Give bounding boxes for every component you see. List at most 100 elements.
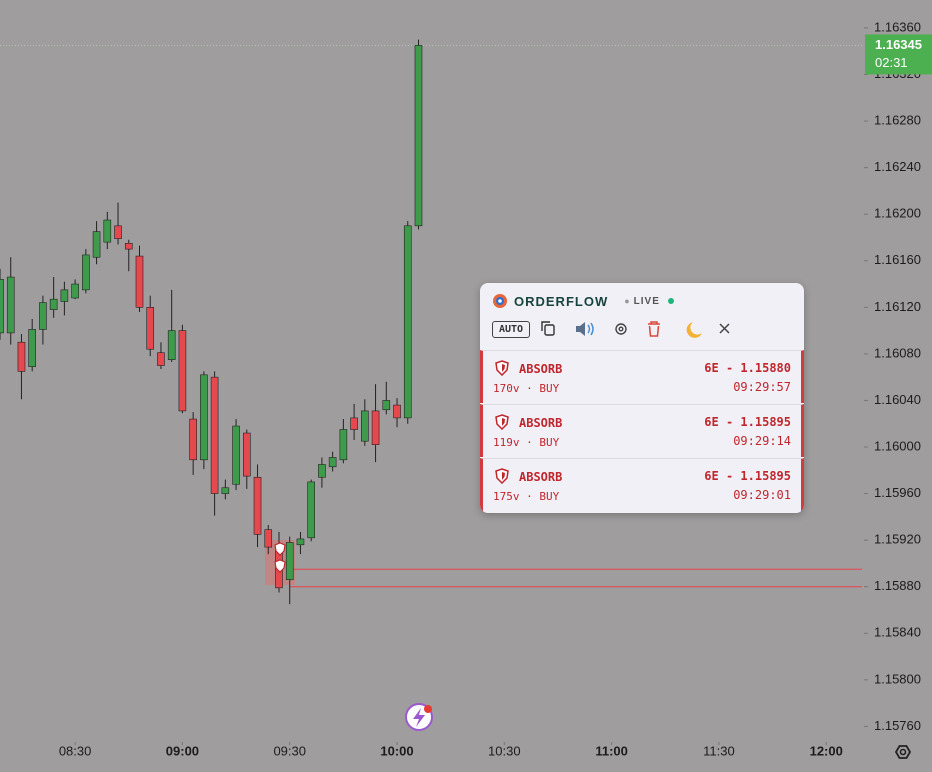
y-tick-label: 1.16000	[874, 438, 921, 453]
alert-time: 09:29:14	[733, 434, 791, 448]
shield-icon	[495, 360, 509, 376]
alert-volume: 175v	[493, 490, 520, 503]
candle-body	[60, 289, 69, 302]
candle-body	[189, 418, 197, 461]
shield-icon	[495, 468, 509, 484]
logo	[493, 294, 507, 308]
toolbar-icons	[541, 321, 730, 338]
candle-body	[200, 374, 208, 461]
candle-body	[232, 425, 240, 485]
delete-button[interactable]	[648, 321, 661, 337]
absorb-marker	[274, 542, 286, 556]
candle-body	[0, 279, 4, 334]
candle-body	[350, 417, 358, 430]
y-tick-label: 1.16040	[874, 392, 921, 407]
alert-item[interactable]: ABSORB 119v · BUY 6E - 1.15895 09:29:14	[480, 404, 804, 457]
candle-body	[285, 542, 294, 581]
candle-body	[393, 404, 401, 419]
countdown-label: 02:31	[875, 55, 908, 70]
alert-type: ABSORB	[519, 362, 563, 376]
candle-body	[296, 538, 305, 546]
candle-body	[242, 432, 251, 477]
candle-body	[17, 341, 26, 372]
plot: 1.163601.163201.162801.162401.162001.161…	[0, 19, 932, 758]
x-tick-label: 10:30	[488, 743, 521, 758]
y-tick-label: 1.16080	[874, 345, 921, 360]
alert-icon[interactable]	[405, 703, 433, 731]
auto-button[interactable]: AUTO	[492, 320, 531, 338]
candle-body	[135, 255, 144, 308]
shield-icon	[495, 414, 509, 430]
candle-body	[124, 242, 133, 250]
y-tick-label: 1.16200	[874, 206, 921, 221]
candle-body	[39, 302, 47, 330]
candle-body	[71, 283, 79, 299]
alert-type: ABSORB	[519, 416, 563, 430]
candle-body	[307, 481, 315, 539]
candle-body	[82, 254, 90, 291]
alert-item[interactable]: ABSORB 175v · BUY 6E - 1.15895 09:29:01	[480, 458, 804, 511]
alert-type: ABSORB	[519, 470, 563, 484]
candle-body	[92, 231, 101, 258]
y-tick-label: 1.16160	[874, 252, 921, 267]
y-tick-label: 1.15920	[874, 532, 921, 547]
settings-icon[interactable]	[894, 745, 912, 759]
candle-body	[371, 410, 380, 445]
candle-body	[318, 464, 326, 478]
candle-body	[328, 457, 337, 468]
sound-button[interactable]	[576, 322, 594, 336]
y-tick-label: 1.16240	[874, 159, 921, 174]
last-price-label: 1.16345	[875, 37, 922, 52]
candle-body	[178, 330, 187, 412]
toolbar: AUTO	[492, 319, 780, 339]
candle-body	[103, 219, 112, 243]
y-tick-label: 1.15760	[874, 718, 921, 733]
candle-body	[210, 376, 219, 494]
settings-button[interactable]	[615, 323, 627, 335]
candle-body	[28, 329, 36, 367]
candle-body	[157, 352, 165, 366]
status-dot	[667, 298, 674, 304]
last-price-box	[865, 34, 932, 75]
theme-button[interactable]	[686, 322, 703, 338]
candle-body	[253, 476, 262, 535]
y-tick-label: 1.15840	[874, 625, 921, 640]
x-tick-label: 10:00	[380, 743, 413, 758]
x-tick-label: 09:00	[166, 743, 199, 758]
candle-body	[414, 45, 423, 227]
y-tick-label: 1.16120	[874, 299, 921, 314]
candle-body	[6, 276, 15, 334]
candle-body	[382, 400, 391, 411]
alert-detail: 170v · BUY	[493, 382, 560, 395]
candle-body	[114, 225, 122, 239]
x-tick-label: 11:00	[595, 743, 628, 758]
candle-body	[403, 225, 412, 419]
y-tick-label: 1.15800	[874, 671, 921, 686]
x-tick-label: 09:30	[273, 743, 306, 758]
alert-volume: 119v	[493, 436, 520, 449]
alert-symbol-price: 6E - 1.15895	[704, 469, 791, 483]
alert-detail: 119v · BUY	[493, 436, 560, 449]
x-tick-label: 11:30	[703, 743, 735, 758]
alert-symbol-price: 6E - 1.15880	[704, 361, 791, 375]
alert-volume: 170v	[493, 382, 520, 395]
y-tick-label: 1.15880	[874, 578, 921, 593]
alert-side: BUY	[539, 490, 560, 503]
close-button[interactable]	[719, 323, 730, 334]
copy-button[interactable]	[541, 321, 555, 336]
alert-detail: 175v · BUY	[493, 490, 560, 503]
absorb-marker	[274, 559, 286, 573]
status: LIVE	[633, 295, 660, 307]
orderflow-panel: ORDERFLOW ● LIVE AUTO ABSORB 170v · BUY …	[480, 283, 804, 513]
candle-body	[361, 410, 369, 442]
alert-item[interactable]: ABSORB 170v · BUY 6E - 1.15880 09:29:57	[480, 350, 804, 403]
alert-time: 09:29:01	[733, 488, 791, 502]
alert-symbol-price: 6E - 1.15895	[704, 415, 791, 429]
alert-time: 09:29:57	[733, 380, 791, 394]
candle-body	[167, 330, 176, 360]
candle-body	[221, 487, 230, 494]
y-tick-label: 1.16280	[874, 113, 921, 128]
y-tick-label: 1.15960	[874, 485, 921, 500]
